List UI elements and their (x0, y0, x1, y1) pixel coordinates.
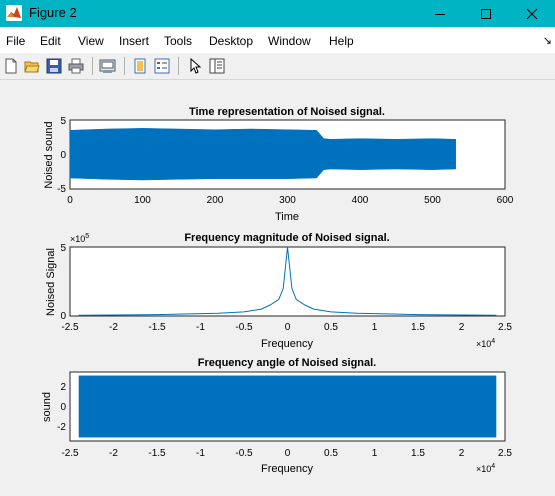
save-icon (46, 58, 62, 74)
x-tick-label: 0 (67, 195, 73, 206)
y-axis-label: Noised Signal (45, 248, 57, 316)
window-title: Figure 2 (29, 5, 77, 20)
x-tick-label: 1.5 (411, 448, 425, 459)
menu-desktop[interactable]: Desktop (209, 34, 253, 48)
x-tick-label: 1.5 (411, 322, 425, 333)
y-tick-label: 2 (60, 382, 66, 393)
y-axis-label: Noised sound (43, 121, 55, 188)
y-tick-label: -5 (57, 184, 66, 195)
open-file-icon (24, 58, 40, 74)
subplot-time[interactable]: Time representation of Noised signal. 5 … (43, 106, 514, 223)
matlab-logo-icon (6, 5, 22, 21)
property-inspector-icon (209, 58, 225, 74)
x-tick-label: -1 (196, 322, 205, 333)
y-tick-label: 0 (60, 402, 66, 413)
x-tick-label: 0.5 (324, 322, 338, 333)
toolbar-separator (124, 57, 125, 75)
open-file-button[interactable] (22, 56, 42, 76)
new-figure-button[interactable] (1, 56, 21, 76)
x-tick-label: -1 (196, 448, 205, 459)
x-tick-label: -0.5 (235, 448, 253, 459)
menu-file[interactable]: File (6, 34, 25, 48)
plot-title: Frequency magnitude of Noised signal. (184, 232, 389, 244)
y-tick-label: 5 (60, 243, 66, 254)
maximize-icon (480, 8, 492, 20)
x-tick-label: -2.5 (61, 448, 79, 459)
x-axis-label: Time (275, 211, 299, 223)
insert-legend-button[interactable] (152, 56, 172, 76)
y-tick-label: 5 (60, 116, 66, 127)
insert-legend-icon (154, 58, 170, 74)
subplot-magnitude[interactable]: Frequency magnitude of Noised signal. ×1… (45, 232, 512, 350)
x-tick-label: 1 (372, 448, 378, 459)
x-tick-label: 0 (285, 448, 291, 459)
figure-canvas: Time representation of Noised signal. 5 … (0, 80, 555, 491)
print-button[interactable] (66, 56, 86, 76)
link-plot-button[interactable] (130, 56, 150, 76)
x-axis-label: Frequency (261, 338, 313, 350)
minimize-icon (434, 8, 446, 20)
angle-fill (79, 376, 497, 438)
menu-edit[interactable]: Edit (40, 34, 61, 48)
close-button[interactable] (509, 0, 555, 27)
x-tick-label: 0 (285, 322, 291, 333)
x-tick-label: 2.5 (498, 322, 512, 333)
x-tick-label: -0.5 (235, 322, 253, 333)
x-tick-label: 500 (424, 195, 441, 206)
x-tick-label: 400 (352, 195, 369, 206)
pointer-button[interactable] (185, 56, 205, 76)
x-tick-label: 2.5 (498, 448, 512, 459)
x-tick-label: 2 (459, 448, 465, 459)
x-tick-label: 200 (207, 195, 224, 206)
x-tick-label: 600 (497, 195, 514, 206)
x-tick-label: -1.5 (148, 448, 166, 459)
plot-title: Frequency angle of Noised signal. (198, 357, 376, 369)
x-tick-label: 100 (134, 195, 151, 206)
y-tick-label: 0 (60, 150, 66, 161)
axes-frame (70, 247, 505, 316)
y-tick-label: -2 (57, 422, 66, 433)
subplot-angle[interactable]: Frequency angle of Noised signal. 2 0 -2… (41, 357, 512, 475)
menu-insert[interactable]: Insert (119, 34, 149, 48)
maximize-button[interactable] (463, 0, 509, 27)
new-figure-icon (3, 58, 19, 74)
y-scale-label: ×105 (70, 233, 89, 244)
link-plot-icon (132, 58, 148, 74)
x-tick-label: -2 (109, 322, 118, 333)
print-preview-icon (99, 58, 117, 74)
close-icon (526, 8, 538, 20)
x-scale-label: ×104 (476, 338, 495, 349)
x-tick-label: 2 (459, 322, 465, 333)
property-inspector-button[interactable] (207, 56, 227, 76)
x-tick-label: 300 (279, 195, 296, 206)
x-tick-label: 1 (372, 322, 378, 333)
pointer-icon (187, 58, 203, 74)
dock-arrow-icon[interactable]: ↘ (543, 34, 552, 47)
save-button[interactable] (44, 56, 64, 76)
title-bar[interactable]: Figure 2 (0, 0, 555, 27)
y-tick-label: 0 (60, 311, 66, 322)
x-tick-label: -1.5 (148, 322, 166, 333)
toolbar-separator (178, 57, 179, 75)
figure-plots: Time representation of Noised signal. 5 … (0, 80, 555, 491)
minimize-button[interactable] (417, 0, 463, 27)
toolbar (0, 53, 555, 80)
x-scale-label: ×104 (476, 463, 495, 474)
menu-view[interactable]: View (78, 34, 104, 48)
x-tick-label: -2 (109, 448, 118, 459)
print-preview-button[interactable] (98, 56, 118, 76)
menu-window[interactable]: Window (268, 34, 311, 48)
x-tick-label: 0.5 (324, 448, 338, 459)
menu-bar: File Edit View Insert Tools Desktop Wind… (0, 28, 555, 53)
print-icon (68, 58, 84, 74)
menu-tools[interactable]: Tools (164, 34, 192, 48)
menu-help[interactable]: Help (329, 34, 354, 48)
y-axis-label: sound (41, 392, 53, 422)
x-axis-label: Frequency (261, 463, 313, 475)
toolbar-separator (92, 57, 93, 75)
x-tick-label: -2.5 (61, 322, 79, 333)
plot-title: Time representation of Noised signal. (189, 106, 385, 118)
